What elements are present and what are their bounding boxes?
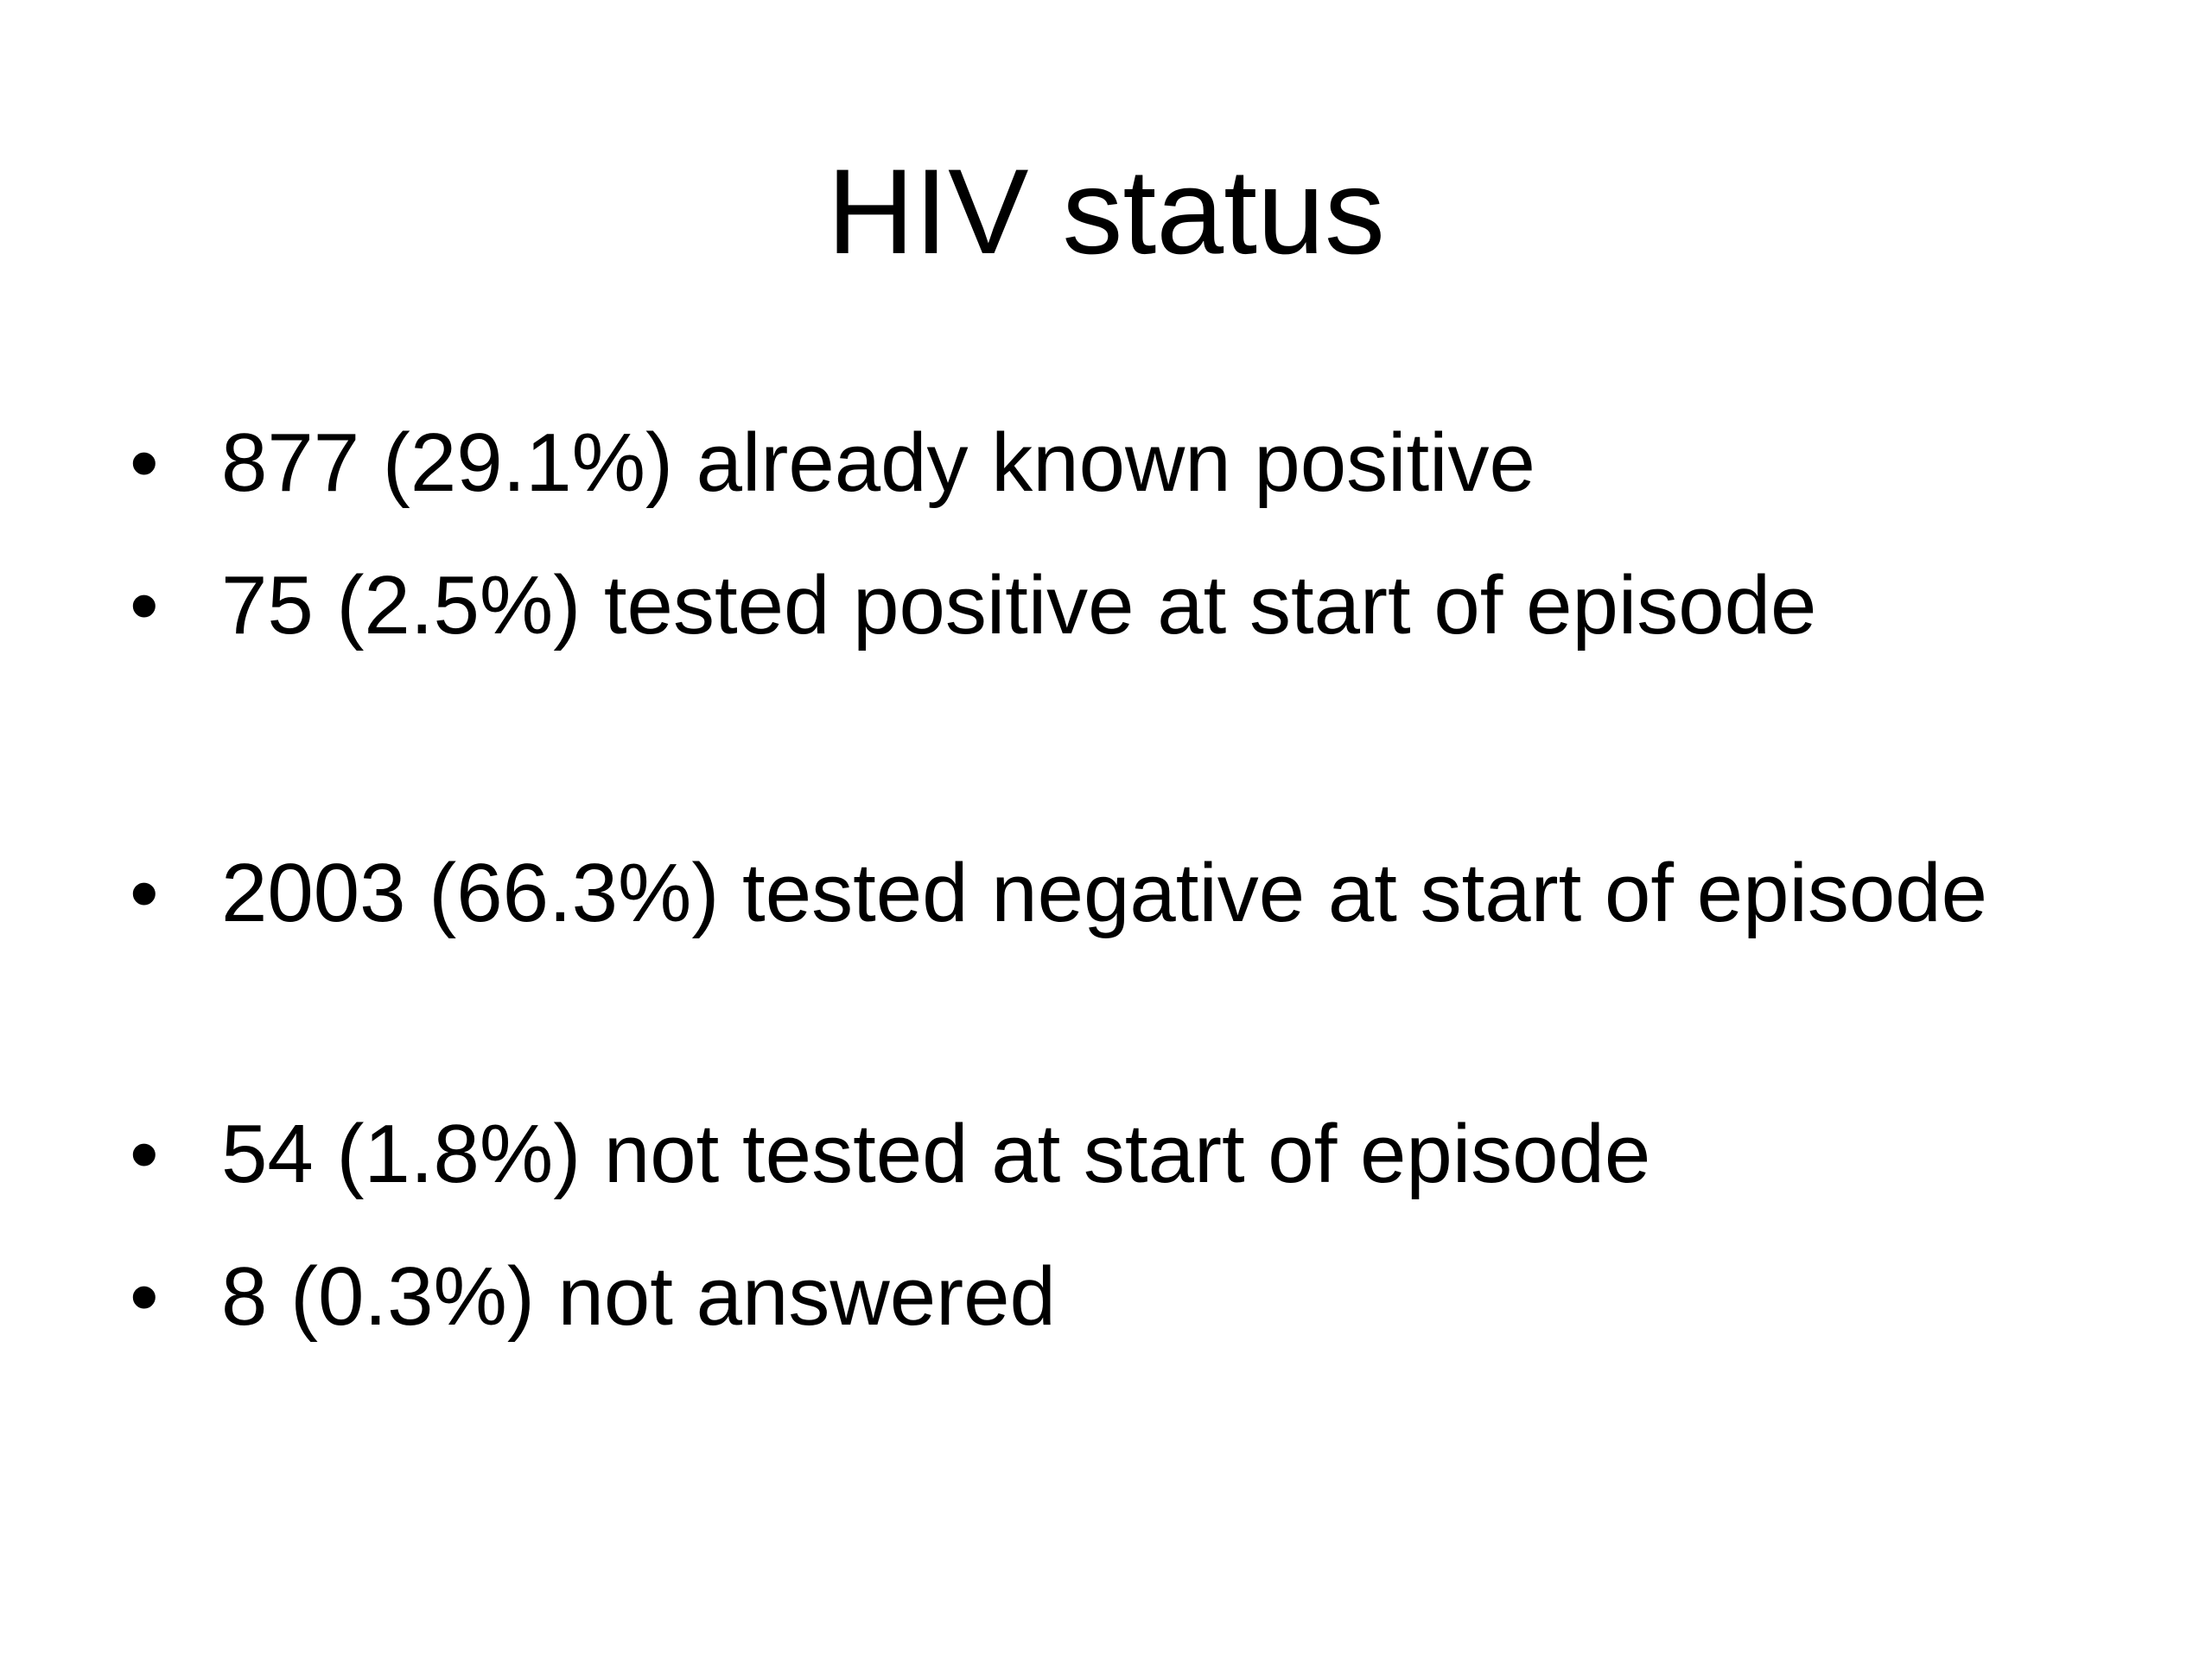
bullet-dot: •	[130, 1250, 159, 1343]
bullet-text: 2003 (66.3%) tested negative at start of…	[221, 847, 1987, 939]
bullet-dot: •	[130, 416, 159, 509]
bullet-dot: •	[130, 847, 159, 939]
slide-title: HIV status	[827, 143, 1385, 279]
bullet-text: 75 (2.5%) tested positive at start of ep…	[221, 559, 1817, 652]
bullet-text: 8 (0.3%) not answered	[221, 1250, 1056, 1343]
bullet-text: 54 (1.8%) not tested at start of episode	[221, 1108, 1651, 1200]
bullet-dot: •	[130, 559, 159, 652]
bullet-dot: •	[130, 1108, 159, 1200]
bullet-text: 877 (29.1%) already known positive	[221, 416, 1535, 509]
